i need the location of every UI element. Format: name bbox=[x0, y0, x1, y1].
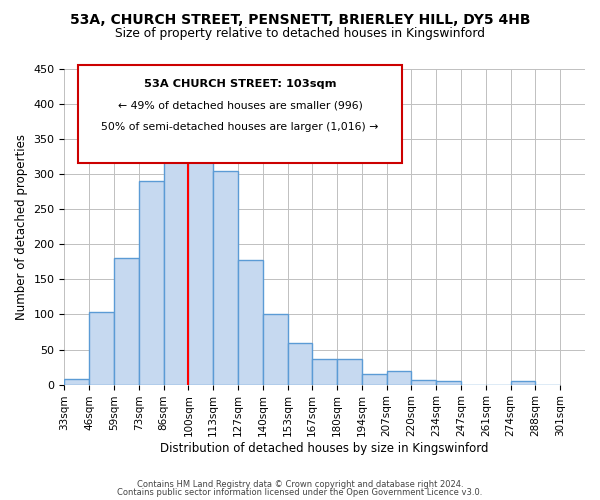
Bar bbox=[337, 360, 362, 384]
Bar bbox=[362, 374, 386, 384]
Bar bbox=[213, 172, 238, 384]
Bar bbox=[139, 181, 164, 384]
Bar bbox=[436, 381, 461, 384]
Bar bbox=[412, 380, 436, 384]
Text: 53A CHURCH STREET: 103sqm: 53A CHURCH STREET: 103sqm bbox=[144, 79, 336, 89]
Bar bbox=[263, 314, 287, 384]
Text: 50% of semi-detached houses are larger (1,016) →: 50% of semi-detached houses are larger (… bbox=[101, 122, 379, 132]
Bar bbox=[386, 372, 412, 384]
Bar bbox=[287, 343, 313, 384]
Bar bbox=[511, 381, 535, 384]
Text: Contains public sector information licensed under the Open Government Licence v3: Contains public sector information licen… bbox=[118, 488, 482, 497]
Text: ← 49% of detached houses are smaller (996): ← 49% of detached houses are smaller (99… bbox=[118, 101, 362, 111]
Bar bbox=[114, 258, 139, 384]
X-axis label: Distribution of detached houses by size in Kingswinford: Distribution of detached houses by size … bbox=[160, 442, 489, 455]
Bar bbox=[188, 150, 213, 384]
Bar bbox=[164, 127, 188, 384]
Text: Size of property relative to detached houses in Kingswinford: Size of property relative to detached ho… bbox=[115, 28, 485, 40]
Bar bbox=[64, 379, 89, 384]
Text: 53A, CHURCH STREET, PENSNETT, BRIERLEY HILL, DY5 4HB: 53A, CHURCH STREET, PENSNETT, BRIERLEY H… bbox=[70, 12, 530, 26]
Bar bbox=[313, 360, 337, 384]
Y-axis label: Number of detached properties: Number of detached properties bbox=[15, 134, 28, 320]
Text: Contains HM Land Registry data © Crown copyright and database right 2024.: Contains HM Land Registry data © Crown c… bbox=[137, 480, 463, 489]
Bar bbox=[89, 312, 114, 384]
Bar bbox=[238, 260, 263, 384]
